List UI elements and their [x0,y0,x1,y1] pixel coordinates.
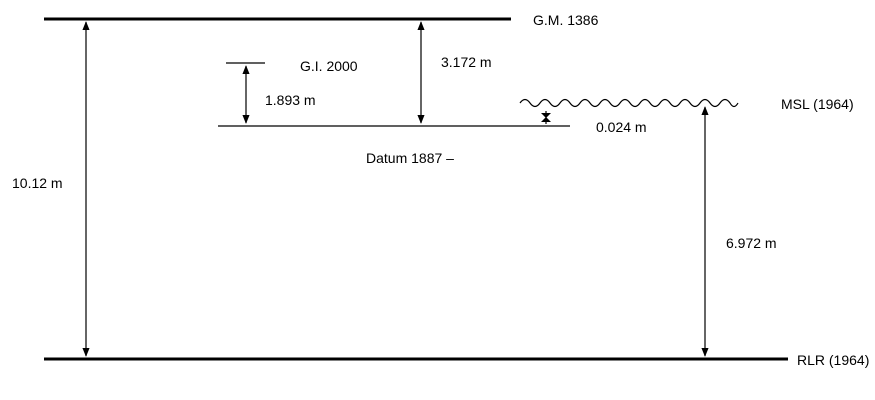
gm-to-datum-value: 3.172 m [441,54,492,70]
msl-label: MSL (1964) [781,96,854,112]
datum-to-msl-arrow [541,111,551,124]
msl-wavy-line [519,98,739,108]
gi-label: G.I. 2000 [300,58,358,74]
gm-label: G.M. 1386 [533,12,599,28]
datum-to-msl-value: 0.024 m [596,119,647,135]
gm-to-rlr-value: 10.12 m [12,175,63,191]
gi-to-datum-value: 1.893 m [265,92,316,108]
msl-to-rlr-value: 6.972 m [726,235,777,251]
datum-label: Datum 1887 – [366,150,454,166]
rlr-label: RLR (1964) [797,352,869,368]
